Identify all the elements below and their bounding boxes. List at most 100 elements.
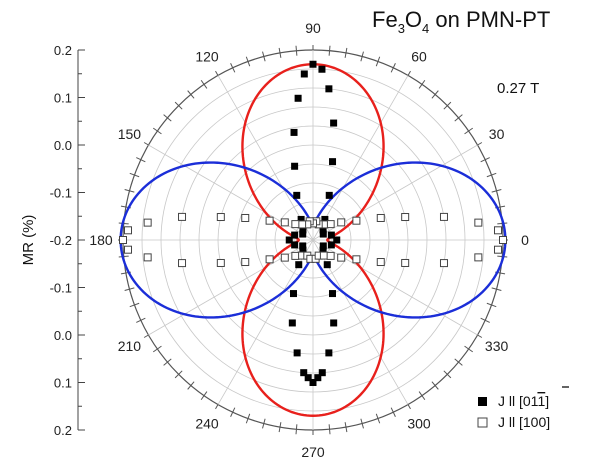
radial-tick-label: 0.1 [54, 376, 72, 391]
data-point-j-011 [299, 230, 307, 238]
angle-tick [443, 370, 452, 379]
angle-tick [136, 157, 146, 163]
data-points [119, 60, 507, 386]
data-point-j-100 [143, 253, 152, 262]
angle-label-30: 30 [489, 126, 505, 142]
angle-tick [278, 422, 282, 433]
angle-tick [477, 142, 483, 146]
data-point-j-011 [300, 70, 308, 78]
angle-tick [464, 127, 474, 135]
data-point-j-100 [241, 258, 250, 267]
data-point-j-011 [330, 319, 338, 327]
angle-tick [486, 302, 497, 308]
data-point-j-100 [439, 259, 448, 268]
angle-tick [390, 63, 396, 73]
angle-tick [360, 51, 364, 62]
angle-tick [375, 413, 381, 424]
title-main: Fe [372, 7, 398, 32]
data-point-j-100 [119, 236, 127, 244]
data-point-j-011 [321, 215, 329, 223]
angle-tick [200, 391, 208, 401]
data-point-j-011 [309, 379, 317, 386]
angle-tick [262, 418, 266, 429]
data-point-j-100 [319, 251, 328, 260]
radial-tick-label: 0.2 [54, 423, 72, 438]
data-point-j-011 [291, 162, 299, 170]
data-point-j-011 [314, 374, 322, 382]
angle-tick [464, 345, 474, 353]
title-mid: O [405, 7, 422, 32]
radial-tick-label: -0.1 [50, 186, 72, 201]
angle-tick [152, 127, 162, 135]
angle-tick [278, 47, 282, 58]
fit-vertical-curve [241, 63, 385, 417]
data-point-j-100 [439, 212, 448, 221]
angle-label-120: 120 [195, 48, 219, 64]
data-point-j-011 [319, 226, 327, 234]
angle-tick-labels: 0 30 60 90 120 150 180 210 240 270 300 330 [89, 20, 529, 459]
data-point-j-011 [319, 230, 327, 238]
angle-tick [152, 345, 162, 353]
angle-tick [200, 79, 208, 89]
data-point-j-100 [337, 218, 346, 227]
data-point-j-011 [309, 60, 317, 68]
data-point-j-100 [401, 258, 410, 267]
data-point-j-100 [401, 213, 410, 222]
angle-tick [143, 142, 149, 146]
data-point-j-100 [124, 245, 133, 254]
angle-label-150: 150 [118, 126, 142, 142]
data-point-j-011 [327, 231, 335, 239]
angle-tick [431, 90, 439, 99]
angle-tick [174, 370, 183, 379]
polar-grid [118, 45, 508, 435]
data-point-j-011 [299, 242, 307, 250]
data-point-j-100 [241, 213, 250, 222]
data-point-j-100 [216, 258, 225, 267]
data-point-j-011 [299, 246, 307, 254]
angle-tick [418, 391, 426, 401]
data-point-j-011 [291, 241, 299, 249]
data-point-j-011 [318, 65, 326, 73]
angle-tick [136, 317, 146, 323]
data-point-j-100 [265, 216, 274, 225]
data-point-j-011 [323, 261, 331, 269]
title-tail: on PMN-PT [429, 7, 550, 32]
data-point-j-011 [330, 119, 338, 127]
angle-tick [477, 334, 483, 338]
angle-tick [344, 422, 348, 433]
angle-tick [344, 47, 348, 58]
data-point-j-100 [280, 218, 289, 227]
angle-tick [328, 424, 331, 435]
data-point-j-011 [285, 236, 293, 244]
angle-tick [375, 56, 381, 67]
angle-tick [418, 79, 426, 89]
angle-tick [443, 101, 452, 110]
angle-label-300: 300 [407, 416, 431, 432]
data-point-j-100 [124, 226, 133, 235]
angle-tick [295, 45, 298, 56]
grid-spoke [217, 75, 314, 241]
angle-tick [230, 63, 236, 73]
data-point-j-011 [293, 191, 301, 199]
angle-tick [245, 56, 251, 67]
data-point-j-011 [327, 241, 335, 249]
angle-tick [124, 287, 135, 291]
data-point-j-100 [216, 213, 225, 222]
data-point-j-100 [326, 251, 335, 260]
data-point-j-100 [376, 213, 385, 222]
angle-tick [295, 424, 298, 435]
angle-label-330: 330 [485, 338, 509, 354]
legend-label-j-100: J ll [100] [498, 414, 550, 430]
data-point-j-011 [295, 261, 303, 269]
y-axis-label: MR (%) [20, 215, 37, 266]
radial-tick-label: 0.0 [54, 138, 72, 153]
data-point-j-011 [333, 236, 341, 244]
angle-tick [491, 287, 502, 291]
angle-tick [215, 404, 219, 410]
angle-tick [245, 413, 251, 424]
data-point-j-100 [337, 253, 346, 262]
data-point-j-011 [299, 226, 307, 234]
angle-label-270: 270 [301, 444, 325, 459]
data-point-j-011 [325, 191, 333, 199]
